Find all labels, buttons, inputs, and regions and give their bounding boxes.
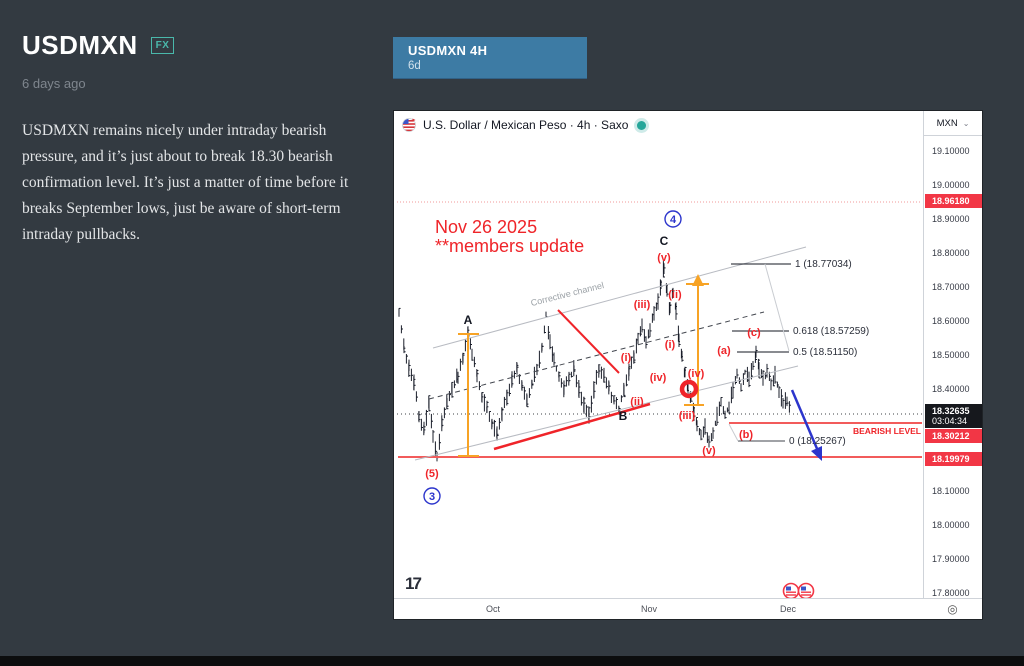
time-label: Oct <box>485 604 501 614</box>
timezone-settings-icon[interactable]: ◎ <box>923 598 982 619</box>
fx-tag-badge[interactable]: FX <box>150 37 175 54</box>
red-rising-trendline <box>493 402 651 451</box>
currency-selector[interactable]: MXN ⌄ <box>924 111 982 136</box>
chart-tab-title: USDMXN 4H <box>408 43 488 58</box>
note-line-1: Nov 26 2025 <box>435 217 537 237</box>
red-descending-trendline <box>557 309 620 374</box>
fib-0-label: 0 (18.25267) <box>789 436 846 447</box>
price-tick: 19.00000 <box>932 180 970 190</box>
price-tick: 17.80000 <box>932 588 970 598</box>
price-tick: 18.70000 <box>932 282 970 292</box>
wave-label: (ii) <box>630 396 644 408</box>
wave-label: (i) <box>621 352 632 364</box>
wave-label-C: C <box>660 234 669 248</box>
post-title-row: USDMXN FX <box>22 30 376 61</box>
wave-label: (iii) <box>679 410 696 422</box>
price-tick: 18.40000 <box>932 384 970 394</box>
price-badge: 18.32635 03:04:34 <box>925 404 982 428</box>
price-bars <box>398 261 791 462</box>
fib-618-label: 0.618 (18.57259) <box>793 326 869 337</box>
fib-1-label: 1 (18.77034) <box>795 259 852 270</box>
price-axis[interactable]: MXN ⌄ 19.10000 19.00000 18.90000 18.80000 18… <box>923 111 982 600</box>
channel-mid-dashed-line <box>428 311 765 400</box>
wave-label: (ii) <box>668 289 682 301</box>
price-tick: 18.80000 <box>932 248 970 258</box>
wave-label: (5) <box>425 468 439 480</box>
chart-symbol-title: U.S. Dollar / Mexican Peso · 4h · Saxo <box>423 118 629 132</box>
price-badge: 18.30212 <box>925 429 982 443</box>
wave-4-circle <box>664 210 682 228</box>
channel-lower-line <box>414 365 799 461</box>
fib-05-label: 0.5 (18.51150) <box>793 347 857 358</box>
price-badge: 18.96180 <box>925 194 982 208</box>
event-flag-icon[interactable] <box>797 582 815 600</box>
wave-label: (v) <box>702 445 716 457</box>
wave-3-number: 3 <box>429 491 435 503</box>
price-tick: 19.10000 <box>932 146 970 156</box>
price-tick: 17.90000 <box>932 554 970 564</box>
wave-label: (a) <box>717 345 731 357</box>
entry-ring-marker <box>679 379 699 399</box>
post-timestamp: 6 days ago <box>22 76 86 91</box>
event-flag-canton <box>786 586 791 591</box>
wave-label-A: A <box>464 313 473 327</box>
tradingview-logo[interactable]: 17 <box>405 574 422 593</box>
measure-arrowhead-up <box>692 274 704 286</box>
chart-tab-button[interactable]: USDMXN 4H 6d <box>393 37 587 79</box>
wave-4-number: 4 <box>670 214 677 226</box>
chart-tab-subtitle: 6d <box>408 60 421 72</box>
wave-label-B: B <box>619 409 628 423</box>
chart-header: U.S. Dollar / Mexican Peso · 4h · Saxo <box>394 111 647 139</box>
time-label: Dec <box>779 604 797 614</box>
wave-label: (v) <box>657 252 671 264</box>
price-tick: 18.10000 <box>932 486 970 496</box>
wave-label: (b) <box>739 429 753 441</box>
price-tick: 18.50000 <box>932 350 970 360</box>
price-plot[interactable]: Nov 26 2025**members update Corrective ch… <box>394 111 923 601</box>
time-label: Nov <box>640 604 658 614</box>
note-line-2: **members update <box>435 236 584 256</box>
fib-connector-line <box>728 423 739 442</box>
market-status-icon[interactable] <box>637 120 647 130</box>
instrument-flag-icon <box>402 118 416 132</box>
price-tick: 18.00000 <box>932 520 970 530</box>
wave-label: (iv) <box>650 372 667 384</box>
wave-3-circle <box>423 487 441 505</box>
price-tick: 18.90000 <box>932 214 970 224</box>
wave-label: (i) <box>665 339 676 351</box>
wave-label: (iv) <box>688 368 705 380</box>
currency-label: MXN <box>936 117 958 129</box>
price-badge: 18.19979 <box>925 452 982 466</box>
post-title: USDMXN <box>22 30 138 60</box>
channel-label: Corrective channel <box>530 280 605 308</box>
event-flag-icon[interactable] <box>782 582 800 600</box>
price-tick: 18.60000 <box>932 316 970 326</box>
secondary-flag-icon <box>412 118 416 122</box>
event-flag-canton <box>801 586 806 591</box>
post-section: USDMXN FX 6 days ago USDMXN remains nice… <box>22 30 376 263</box>
projection-arrowhead-down <box>811 446 822 461</box>
projection-arrow-shaft <box>790 389 820 452</box>
post-body: USDMXN remains nicely under intraday bea… <box>22 122 349 243</box>
bottom-bar <box>0 656 1024 666</box>
chart-panel: Nov 26 2025 **members update Corrective ch… <box>393 110 983 620</box>
chevron-down-icon: ⌄ <box>962 118 970 128</box>
bearish-level-label: BEARISH LEVEL <box>853 426 921 436</box>
wave-label: (iii) <box>634 299 651 311</box>
wave-label: (c) <box>747 327 761 339</box>
fib-connector-line <box>764 263 790 352</box>
time-axis[interactable]: Oct Nov Dec <box>394 598 982 619</box>
